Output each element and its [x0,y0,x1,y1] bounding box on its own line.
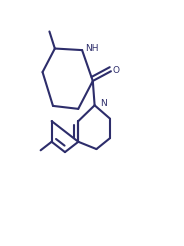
Text: N: N [100,99,107,108]
Text: O: O [112,65,119,75]
Text: NH: NH [85,44,99,53]
